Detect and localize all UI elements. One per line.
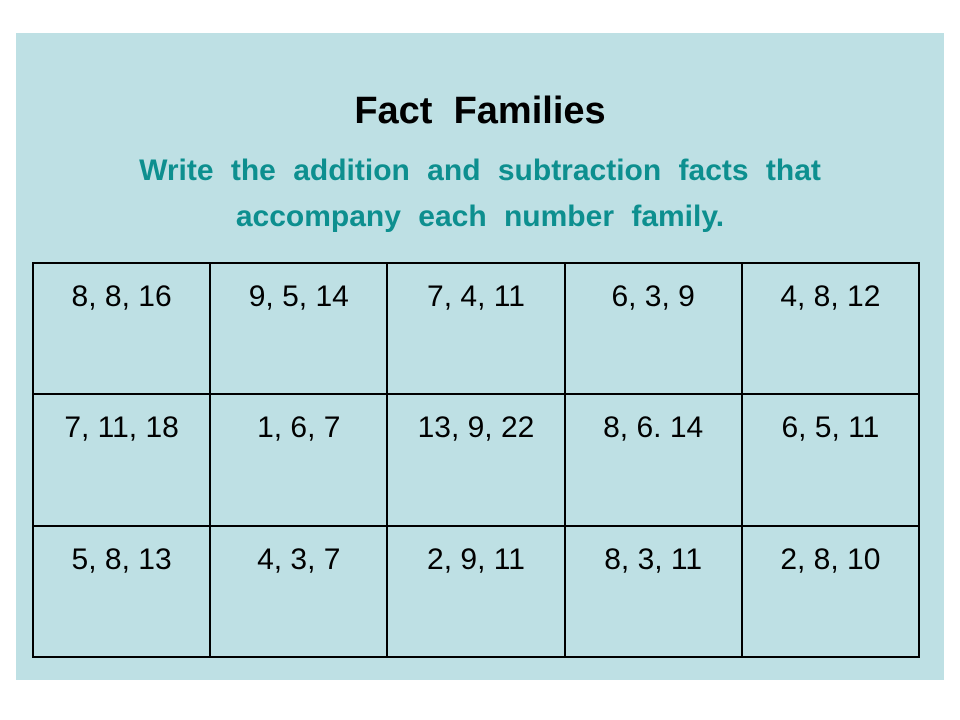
table-cell: 8, 3, 11 [563,524,743,659]
table-cell: 7, 11, 18 [31,393,212,527]
table-cell: 13, 9, 22 [386,393,566,527]
fact-families-table: 8, 8, 16 9, 5, 14 7, 4, 11 6, 3, 9 4, 8,… [31,261,921,659]
table-cell: 8, 8, 16 [31,261,212,396]
table-row: 7, 11, 18 1, 6, 7 13, 9, 22 8, 6. 14 6, … [31,393,921,527]
table-cell: 4, 8, 12 [740,261,921,396]
table-cell: 9, 5, 14 [209,261,389,396]
slide-subtitle: Write the addition and subtraction facts… [139,154,821,233]
table-cell: 2, 9, 11 [386,524,566,659]
table-cell: 4, 3, 7 [209,524,389,659]
table-row: 8, 8, 16 9, 5, 14 7, 4, 11 6, 3, 9 4, 8,… [31,261,921,396]
table-row: 5, 8, 13 4, 3, 7 2, 9, 11 8, 3, 11 2, 8,… [31,524,921,659]
table-cell: 5, 8, 13 [31,524,212,659]
table-cell: 7, 4, 11 [386,261,566,396]
table-cell: 1, 6, 7 [209,393,389,527]
table-cell: 8, 6. 14 [563,393,743,527]
slide-title: Fact Families [354,90,606,132]
table-cell: 2, 8, 10 [740,524,921,659]
table-cell: 6, 3, 9 [563,261,743,396]
table-cell: 6, 5, 11 [740,393,921,527]
